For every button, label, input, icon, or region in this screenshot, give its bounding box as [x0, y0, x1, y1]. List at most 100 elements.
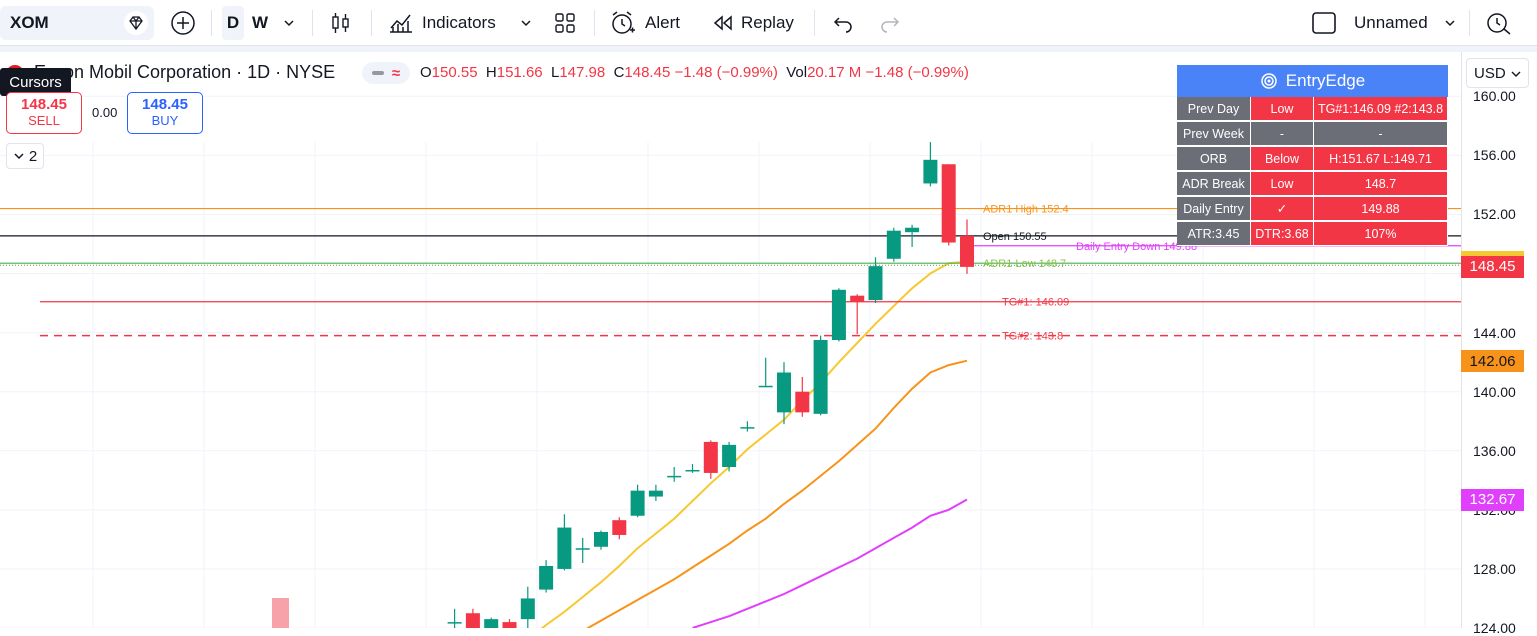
- layout-checkbox-icon[interactable]: [1311, 0, 1337, 46]
- candle-body: [868, 266, 883, 301]
- low-label: L: [550, 64, 560, 81]
- entryedge-row-value: TG#1:146.09 #2:143.8: [1314, 97, 1448, 121]
- entryedge-title: EntryEdge: [1177, 65, 1448, 97]
- candle-body: [703, 441, 718, 473]
- level-label-tg1: TG#1: 146.09: [1002, 297, 1069, 309]
- entryedge-row: ADR Break Low 148.7: [1177, 172, 1448, 197]
- entryedge-row-status: DTR:3.68: [1251, 222, 1314, 246]
- moving-average-line: [582, 359, 968, 632]
- entryedge-row-value: 107%: [1314, 222, 1448, 246]
- buy-button[interactable]: 148.45 BUY: [127, 92, 203, 134]
- redo-icon[interactable]: [879, 0, 901, 46]
- chevron-down-icon: [1511, 71, 1521, 77]
- candle-body: [575, 548, 590, 550]
- interval-w-button[interactable]: W: [252, 13, 269, 32]
- layout-name[interactable]: Unnamed: [1354, 13, 1428, 32]
- entryedge-row-status: Below: [1251, 147, 1314, 171]
- collapse-count: 2: [28, 147, 38, 165]
- currency-selector[interactable]: USD: [1466, 58, 1529, 88]
- spiral-icon: [1261, 73, 1277, 89]
- chevron-down-icon[interactable]: [519, 0, 533, 46]
- candle-body: [795, 391, 810, 413]
- candle-body: [465, 613, 480, 631]
- entryedge-row-label: Prev Week: [1177, 122, 1251, 146]
- add-symbol-icon[interactable]: [170, 0, 196, 46]
- legend-buttons[interactable]: ≈: [362, 62, 410, 84]
- candle-body: [813, 340, 828, 414]
- price-axis-tick: 160.00: [1473, 88, 1516, 105]
- close-value: 148.45: [624, 64, 671, 81]
- price-axis-tick: 156.00: [1473, 147, 1516, 164]
- entryedge-row-status: -: [1251, 122, 1314, 146]
- entryedge-row-status: Low: [1251, 97, 1314, 121]
- entryedge-row: ATR:3.45 DTR:3.68 107%: [1177, 222, 1448, 247]
- high-value: 151.66: [496, 64, 543, 81]
- price-axis-tick: 124.00: [1473, 620, 1516, 636]
- candle-body: [557, 527, 572, 569]
- templates-icon[interactable]: [554, 0, 576, 46]
- price-axis[interactable]: [1461, 52, 1537, 628]
- price-axis-tick: 144.00: [1473, 324, 1516, 341]
- collapse-indicators-button[interactable]: 2: [6, 143, 44, 169]
- divider: [814, 10, 815, 36]
- entryedge-row-label: ADR Break: [1177, 172, 1251, 196]
- alert-button[interactable]: Alert: [610, 0, 680, 46]
- divider: [594, 10, 595, 36]
- candle-body: [960, 235, 974, 267]
- candle-body: [502, 622, 517, 628]
- entryedge-row: ORB Below H:151.67 L:149.71: [1177, 147, 1448, 172]
- entryedge-row: Daily Entry ✓ 149.88: [1177, 197, 1448, 222]
- candle-body: [594, 532, 608, 547]
- divider: [371, 10, 372, 36]
- candle-body: [612, 520, 627, 535]
- low-value: 147.98: [559, 64, 606, 81]
- candles-icon[interactable]: [330, 0, 352, 46]
- candle-body: [923, 159, 938, 184]
- indicators-icon: [390, 14, 412, 33]
- indicators-label: Indicators: [422, 13, 496, 32]
- legend-values: O150.55 H151.66 L147.98 C148.45 −1.48 (−…: [420, 64, 969, 81]
- interval-d-button[interactable]: D: [222, 6, 244, 40]
- sell-button[interactable]: 148.45 SELL: [6, 92, 82, 134]
- candle-body: [539, 565, 554, 590]
- candle-body: [648, 490, 663, 497]
- chevron-down-icon: [14, 153, 24, 160]
- sell-price: 148.45: [21, 96, 67, 113]
- top-toolbar: XOM D W Indicators Alert Replay: [0, 0, 1537, 46]
- candle-body: [758, 385, 773, 388]
- candle-body: [722, 444, 737, 468]
- replay-button[interactable]: Replay: [711, 0, 794, 46]
- entryedge-title-text: EntryEdge: [1285, 71, 1366, 90]
- undo-icon[interactable]: [832, 0, 854, 46]
- chevron-down-icon[interactable]: [1443, 0, 1457, 46]
- vol-value: 20.17 M: [807, 64, 862, 81]
- toolbar-gap: [0, 46, 1537, 52]
- entryedge-row-status: ✓: [1251, 197, 1314, 221]
- entryedge-row: Prev Week - -: [1177, 122, 1448, 147]
- diamond-icon[interactable]: [124, 11, 148, 35]
- divider: [1469, 10, 1470, 36]
- price-axis-tick: 152.00: [1473, 206, 1516, 223]
- moving-average-line: [692, 498, 968, 629]
- symbol-search[interactable]: XOM: [0, 6, 154, 40]
- candle-body: [905, 227, 920, 233]
- price-axis-tick: 136.00: [1473, 442, 1516, 459]
- candle-body: [520, 598, 535, 620]
- divider: [211, 10, 212, 36]
- level-label-daily_entry: Daily Entry Down 149.88: [1076, 241, 1197, 253]
- alarm-clock-icon: [612, 11, 635, 34]
- candle-body: [447, 622, 462, 624]
- symbol-text: XOM: [10, 13, 49, 32]
- cursors-tooltip: Cursors: [0, 68, 71, 96]
- price-tag: 148.45: [1461, 255, 1524, 278]
- legend-title[interactable]: Exxon Mobil Corporation · 1D · NYSE: [34, 62, 336, 82]
- currency-label: USD: [1474, 64, 1506, 82]
- candle-body: [850, 295, 865, 302]
- quick-search-icon[interactable]: [1486, 0, 1514, 46]
- entryedge-row-value: 148.7: [1314, 172, 1448, 196]
- indicators-button[interactable]: Indicators: [388, 0, 496, 46]
- rewind-icon: [713, 15, 732, 31]
- chevron-down-icon[interactable]: [282, 0, 296, 46]
- chart-canvas[interactable]: ADR1 High 152.4 Open 150.55 Daily Entry Do…: [0, 52, 1461, 636]
- candle-body: [667, 475, 682, 478]
